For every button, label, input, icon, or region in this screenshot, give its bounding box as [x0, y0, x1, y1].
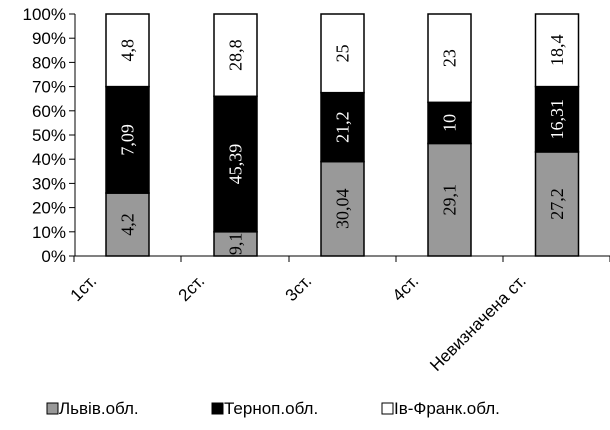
bar-segment	[534, 151, 580, 257]
y-tick-label: 100%	[23, 5, 66, 24]
y-tick-label: 70%	[32, 78, 66, 97]
bar-segment	[534, 85, 580, 153]
data-label: 10	[440, 114, 460, 132]
x-tick-label: Невизначена ст.	[426, 271, 530, 375]
data-label: 21,2	[333, 111, 353, 143]
bar-segment	[320, 160, 365, 257]
x-tick-label: 3ст.	[282, 271, 316, 305]
data-label: 28,8	[226, 39, 246, 71]
bar-segment	[427, 101, 472, 145]
legend-swatch	[381, 402, 394, 415]
bars	[105, 13, 580, 257]
data-label: 9,1	[226, 233, 246, 256]
legend-swatch	[211, 402, 224, 415]
data-label: 4,8	[118, 39, 138, 62]
data-label: 25	[333, 44, 353, 62]
data-label: 45,39	[226, 144, 246, 185]
y-tick-label: 50%	[32, 126, 66, 145]
data-labels: 4,2 7,09 4,8 9,1 45,39 28,8 30,04 21,2 25 29,1 10 2…	[118, 35, 568, 256]
legend-label: Львів.обл.	[59, 399, 139, 418]
data-label: 7,09	[118, 124, 138, 156]
legend-label: Ів-Франк.обл.	[394, 399, 500, 418]
bar-segment	[213, 13, 258, 98]
x-axis: 1ст. 2ст. 3ст. 4ст. Невизначена ст.	[67, 255, 610, 375]
x-tick-label: 4ст.	[389, 271, 423, 305]
y-tick-label: 80%	[32, 53, 66, 72]
bar-segment	[427, 142, 472, 257]
y-tick-label: 60%	[32, 102, 66, 121]
data-label: 18,4	[547, 35, 567, 67]
bar-segment	[534, 13, 580, 88]
y-tick-label: 20%	[32, 199, 66, 218]
x-tick-label: 2ст.	[175, 271, 209, 305]
y-axis: 0% 10% 20% 30% 40% 50% 60% 70% 80% 90% 100%	[23, 5, 76, 266]
bar-segment	[320, 13, 365, 94]
bar-segment	[213, 95, 258, 233]
y-tick-label: 0%	[41, 247, 66, 266]
y-tick-label: 10%	[32, 223, 66, 242]
data-label: 23	[440, 49, 460, 67]
data-label: 16,31	[547, 99, 567, 139]
legend-swatch	[46, 402, 59, 415]
y-tick-label: 40%	[32, 150, 66, 169]
legend-label: Терноп.обл.	[224, 399, 318, 418]
data-label: 29,1	[440, 184, 460, 216]
legend: Львів.обл. Терноп.обл. Ів-Франк.обл.	[46, 399, 500, 418]
data-label: 27,2	[547, 188, 567, 220]
y-tick-label: 30%	[32, 174, 66, 193]
x-tick-label: 1ст.	[67, 271, 101, 305]
data-label: 4,2	[118, 213, 138, 236]
bar-segment	[427, 13, 472, 104]
bar-segment	[105, 13, 150, 88]
data-label: 30,04	[333, 189, 353, 230]
y-tick-label: 90%	[32, 29, 66, 48]
